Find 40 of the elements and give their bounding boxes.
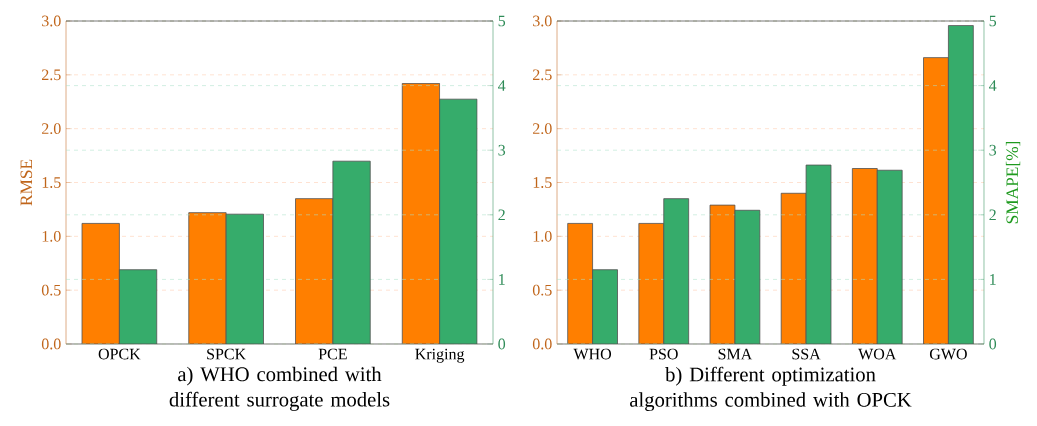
y2-tick-label: 3 [498,144,506,156]
x-tick-label: WOA [858,348,897,360]
y2-tick-label: 1 [990,274,996,285]
y-tick-label: 0.5 [532,284,552,296]
y-tick-label: 2.5 [42,69,61,81]
x-tick-label: Kriging [415,348,465,363]
y2-axis-title: SMAPE[%] [1005,141,1021,224]
x-tick-label: OPCK [98,348,141,360]
y2-tick-label: 2 [498,209,505,221]
y-tick-label: 0.5 [41,284,61,296]
y-tick-label: 1.5 [42,177,61,188]
y-tick-label: 3.0 [533,15,552,27]
y2-tick-label: 5 [989,15,997,27]
y-tick-label: 3.0 [42,15,61,27]
x-tick-label: SPCK [207,348,246,360]
y2-tick-label: 4 [989,80,997,91]
y2-tick-label: 0 [498,338,506,350]
y2-tick-label: 1 [499,274,505,285]
y-tick-label: 2.0 [533,123,552,135]
y-tick-label: 1.0 [42,230,61,242]
y2-tick-label: 5 [498,15,506,27]
y2-tick-label: 4 [498,80,506,91]
x-tick-label: SMA [718,348,753,360]
text: a) WHO combined with different surrogate models [169,366,390,411]
y-tick-label: 1.0 [533,230,552,242]
y2-tick-label: 3 [989,144,997,156]
x-tick-label: SSA [792,348,821,360]
x-tick-label: WHO [573,348,612,360]
x-tick-label: GWO [929,348,967,360]
y2-tick-label: 2 [989,209,996,221]
y-tick-label: 2.0 [42,123,61,135]
y-axis-title: RMSE [20,159,33,206]
x-tick-label: PCE [318,348,347,360]
y-tick-label: 0.0 [41,338,61,350]
text: b) Different optimization algorithms combined with OPCK [630,366,912,412]
y-tick-label: 2.5 [533,69,552,81]
y-tick-label: 1.5 [533,177,552,188]
x-tick-label: PSO [649,348,678,360]
y-tick-label: 0.0 [532,338,552,350]
y2-tick-label: 0 [989,338,997,350]
